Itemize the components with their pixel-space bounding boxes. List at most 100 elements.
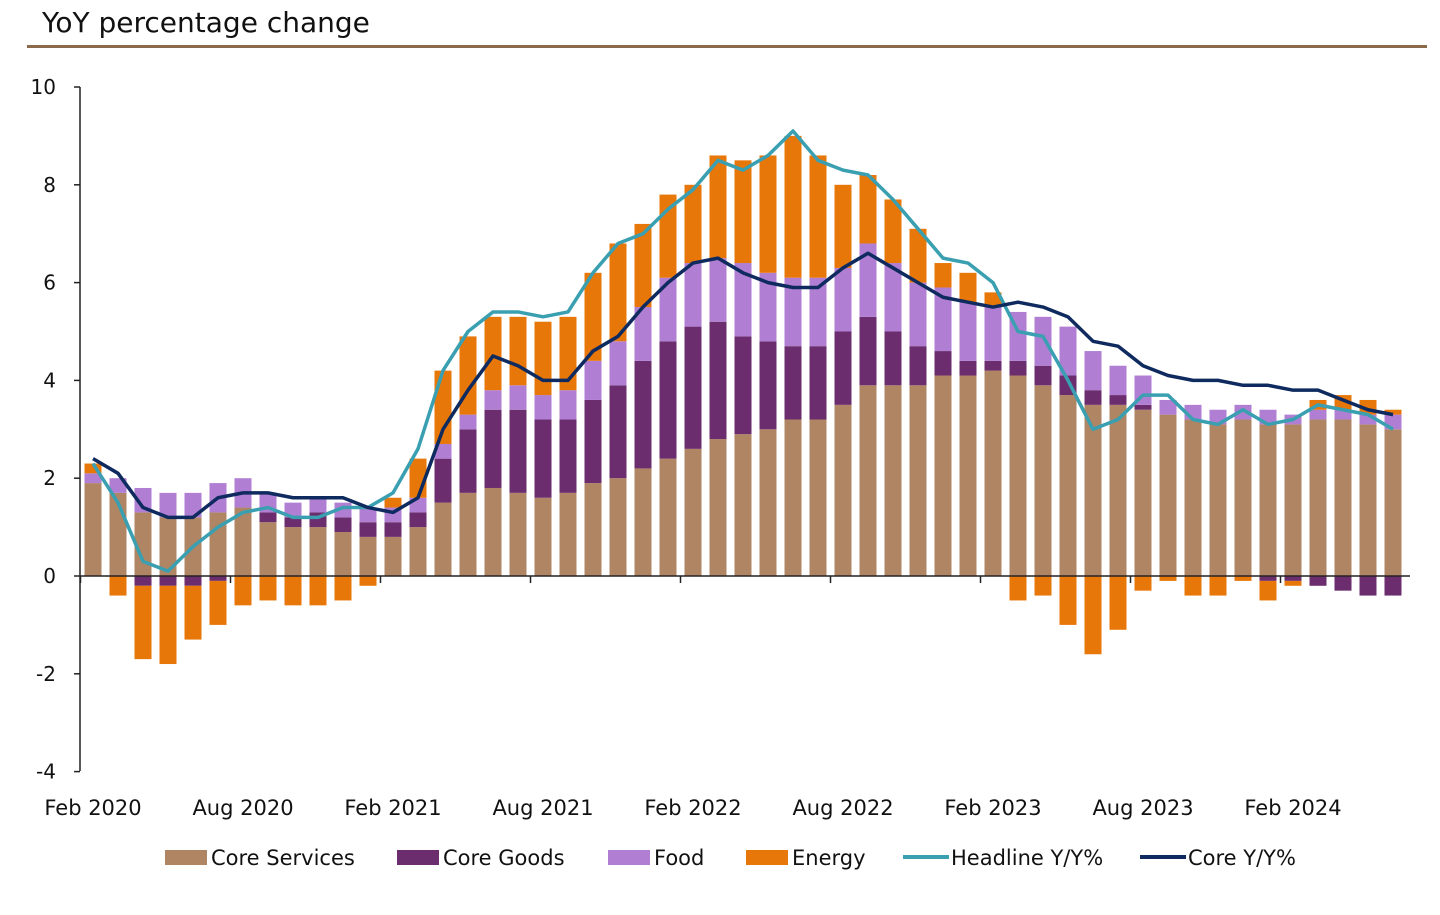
- bar-food: [134, 487, 152, 513]
- bar-core-services: [1359, 424, 1377, 576]
- bar-energy: [234, 576, 252, 606]
- bar-core-services: [709, 439, 727, 576]
- bar-core-goods: [709, 321, 727, 440]
- bar-food: [159, 492, 177, 518]
- y-tick-label: 4: [43, 368, 56, 392]
- bar-energy: [1259, 580, 1277, 601]
- bar-core-goods: [434, 458, 452, 503]
- bar-core-services: [84, 483, 102, 576]
- bar-energy: [1084, 576, 1102, 655]
- bar-energy: [484, 316, 502, 391]
- y-tick-label: 6: [43, 271, 56, 295]
- bar-core-services: [984, 370, 1002, 576]
- bar-energy: [209, 580, 227, 625]
- bar-core-services: [859, 385, 877, 576]
- bar-food: [634, 307, 652, 361]
- line-core-y-y-: [92, 251, 1394, 520]
- bar-food: [1034, 316, 1052, 366]
- bar-food: [684, 263, 702, 327]
- bar-energy: [1384, 409, 1402, 415]
- bar-core-services: [659, 458, 677, 576]
- bar-core-goods: [809, 346, 827, 420]
- bar-core-goods: [659, 341, 677, 459]
- bar-energy: [834, 184, 852, 268]
- line-headline-y-y-: [91, 129, 1394, 573]
- bar-food: [659, 277, 677, 342]
- bar-core-goods: [284, 517, 302, 528]
- bar-core-services: [359, 536, 377, 576]
- x-tick-label: Aug 2021: [492, 796, 593, 820]
- bar-energy: [1009, 576, 1027, 601]
- bar-core-goods: [609, 385, 627, 479]
- bar-energy: [284, 576, 302, 606]
- bar-core-services: [909, 385, 927, 576]
- x-tick-label: Aug 2023: [1092, 796, 1193, 820]
- bar-food: [1334, 409, 1352, 420]
- bar-core-services: [959, 375, 977, 576]
- bar-food: [559, 390, 577, 420]
- bar-energy: [1234, 576, 1252, 581]
- bar-core-services: [734, 434, 752, 576]
- bar-core-goods: [184, 576, 202, 586]
- bar-core-services: [509, 492, 527, 576]
- bar-core-services: [284, 527, 302, 576]
- bar-food: [984, 307, 1002, 361]
- bar-core-services: [1384, 429, 1402, 576]
- bar-core-goods: [884, 331, 902, 386]
- x-tick-label: Aug 2022: [792, 796, 893, 820]
- bar-energy: [584, 272, 602, 361]
- x-tick-label: Feb 2024: [1244, 796, 1341, 820]
- bar-energy: [309, 576, 327, 606]
- bar-core-goods: [1384, 576, 1402, 596]
- legend-label-food: Food: [654, 846, 704, 870]
- bar-energy: [884, 199, 902, 264]
- bar-core-goods: [734, 336, 752, 435]
- bar-food: [459, 414, 477, 430]
- bar-energy: [734, 160, 752, 264]
- bar-energy: [84, 463, 102, 474]
- bar-core-services: [684, 448, 702, 576]
- bar-core-goods: [584, 399, 602, 484]
- bar-core-services: [634, 468, 652, 576]
- bar-core-goods: [759, 341, 777, 430]
- bar-energy: [984, 292, 1002, 308]
- y-tick-label: 8: [43, 173, 56, 197]
- bar-energy: [709, 155, 727, 259]
- bar-core-services: [884, 385, 902, 576]
- bar-food: [609, 341, 627, 386]
- bar-core-services: [1009, 375, 1027, 576]
- bar-core-goods: [559, 419, 577, 493]
- bar-core-goods: [1134, 404, 1152, 410]
- bar-core-goods: [1284, 576, 1302, 581]
- x-tick-label: Aug 2020: [192, 796, 293, 820]
- legend-swatch-core-services: [165, 850, 207, 865]
- y-tick-label: 2: [43, 466, 56, 490]
- bar-core-services: [459, 492, 477, 576]
- bar-food: [959, 302, 977, 361]
- bar-core-goods: [259, 512, 277, 523]
- bar-core-services: [1109, 404, 1127, 576]
- bar-core-goods: [134, 576, 152, 586]
- bar-energy: [859, 175, 877, 244]
- bar-energy: [609, 243, 627, 342]
- legend-swatch-food: [608, 850, 650, 865]
- bar-core-services: [1159, 414, 1177, 576]
- bar-food: [934, 287, 952, 352]
- legend-label-core-goods: Core Goods: [443, 846, 565, 870]
- bar-core-services: [1309, 419, 1327, 576]
- bar-energy: [1209, 576, 1227, 596]
- bar-core-goods: [534, 419, 552, 498]
- bar-food: [484, 390, 502, 410]
- bar-core-goods: [934, 351, 952, 376]
- bar-core-services: [259, 522, 277, 576]
- bar-energy: [359, 576, 377, 586]
- bar-food: [1059, 326, 1077, 376]
- bar-food: [584, 360, 602, 400]
- bar-energy: [459, 336, 477, 415]
- bar-food: [784, 277, 802, 347]
- bar-food: [1109, 365, 1127, 396]
- bar-energy: [1159, 576, 1177, 581]
- bar-energy: [1059, 576, 1077, 625]
- bar-core-services: [534, 497, 552, 576]
